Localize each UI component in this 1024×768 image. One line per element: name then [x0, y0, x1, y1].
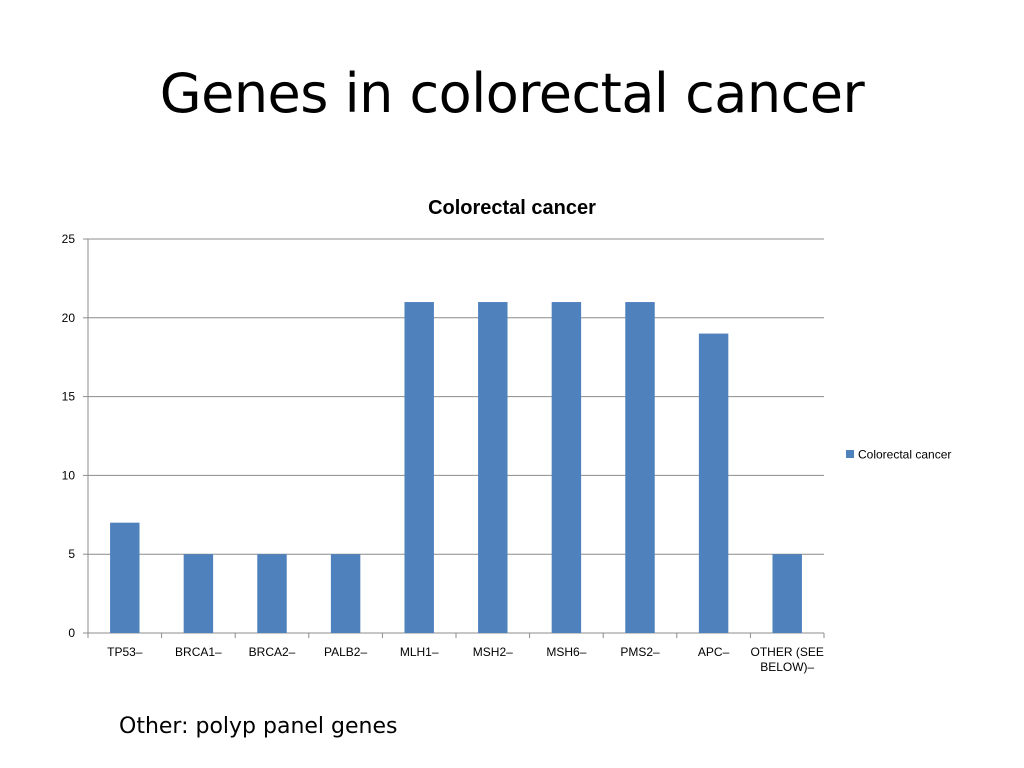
bar — [772, 554, 802, 633]
x-tick-label: BRCA2– — [249, 645, 296, 659]
legend-label: Colorectal cancer — [858, 448, 951, 462]
x-tick-labels: TP53– BRCA1– BRCA2– PALB2– MLH1– MSH2– MSH6– PM… — [107, 645, 824, 674]
bar — [110, 522, 140, 633]
bar — [551, 302, 582, 633]
y-tick-label: 25 — [62, 232, 76, 246]
bar — [330, 554, 361, 633]
x-tick-label: MSH2– — [473, 645, 513, 659]
y-tick-label: 10 — [62, 468, 76, 482]
bars — [110, 302, 802, 633]
y-tick-labels: 0 5 10 15 20 25 — [62, 232, 76, 640]
x-tick-label: OTHER (SEE BELOW)– — [751, 645, 824, 674]
bar — [478, 302, 508, 633]
x-tick-label: PMS2– — [620, 645, 660, 659]
x-tick-label: TP53– — [107, 645, 143, 659]
x-tick-label: BRCA1– — [175, 645, 222, 659]
x-tick-label: PALB2– — [324, 645, 367, 659]
chart-title: Colorectal cancer — [428, 197, 596, 219]
y-tick-label: 0 — [68, 626, 75, 640]
y-tick-label: 5 — [68, 547, 75, 561]
x-tick-label: MSH6– — [546, 645, 586, 659]
x-tick-label: MLH1– — [400, 645, 439, 659]
bar — [183, 554, 214, 633]
bar — [404, 302, 434, 633]
bar — [698, 333, 729, 633]
y-tick-label: 15 — [62, 390, 76, 404]
legend: Colorectal cancer — [846, 448, 951, 462]
legend-swatch — [846, 450, 854, 458]
slide-title: Genes in colorectal cancer — [159, 62, 865, 125]
bar — [257, 554, 287, 633]
footnote: Other: polyp panel genes — [119, 714, 398, 739]
bar — [625, 302, 655, 633]
x-tick-label: APC– — [698, 645, 730, 659]
y-tick-label: 20 — [62, 311, 76, 325]
